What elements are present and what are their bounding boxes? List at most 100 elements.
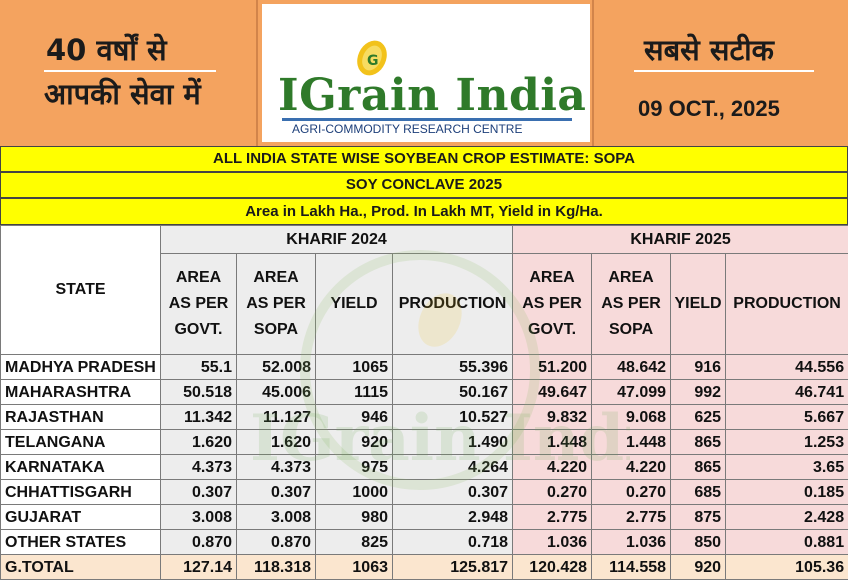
cell-2024-area-sopa: 0.870 — [237, 530, 316, 555]
cell-2025-area-sopa: 1.448 — [592, 430, 671, 455]
cell-2024-area-govt: 127.14 — [161, 555, 237, 580]
cell-2024-yield: 980 — [316, 505, 393, 530]
cell-2024-area-govt: 11.342 — [161, 405, 237, 430]
cell-2025-area-sopa: 47.099 — [592, 380, 671, 405]
col-2025-yield: YIELD — [671, 254, 726, 355]
cell-2024-production: 50.167 — [393, 380, 513, 405]
state-column-header: STATE — [1, 226, 161, 355]
cell-2025-production: 2.428 — [726, 505, 848, 530]
cell-2025-production: 46.741 — [726, 380, 848, 405]
cell-2025-yield: 685 — [671, 480, 726, 505]
units-note: Area in Lakh Ha., Prod. In Lakh MT, Yiel… — [0, 198, 848, 225]
col-2024-production: PRODUCTION — [393, 254, 513, 355]
cell-2025-area-govt: 4.220 — [513, 455, 592, 480]
cell-2025-area-sopa: 2.775 — [592, 505, 671, 530]
cell-2025-area-sopa: 0.270 — [592, 480, 671, 505]
state-name-cell: G.TOTAL — [1, 555, 161, 580]
cell-2024-area-govt: 1.620 — [161, 430, 237, 455]
state-name-cell: RAJASTHAN — [1, 405, 161, 430]
state-name-cell: MAHARASHTRA — [1, 380, 161, 405]
cell-2025-production: 0.881 — [726, 530, 848, 555]
cell-2024-yield: 1115 — [316, 380, 393, 405]
cell-2025-area-sopa: 1.036 — [592, 530, 671, 555]
cell-2024-yield: 975 — [316, 455, 393, 480]
cell-2025-yield: 992 — [671, 380, 726, 405]
cell-2025-yield: 865 — [671, 430, 726, 455]
cell-2024-area-sopa: 45.006 — [237, 380, 316, 405]
cell-2024-area-sopa: 118.318 — [237, 555, 316, 580]
banner-left-panel: 40 वर्षों से आपकी सेवा में — [0, 0, 258, 146]
cell-2025-yield: 625 — [671, 405, 726, 430]
cell-2025-yield: 920 — [671, 555, 726, 580]
state-name-cell: TELANGANA — [1, 430, 161, 455]
top-banner: 40 वर्षों से आपकी सेवा में G IGrain Indi… — [0, 0, 848, 146]
logo-underline — [282, 118, 572, 121]
cell-2025-yield: 916 — [671, 355, 726, 380]
cell-2025-area-govt: 2.775 — [513, 505, 592, 530]
cell-2025-area-sopa: 4.220 — [592, 455, 671, 480]
cell-2025-area-govt: 9.832 — [513, 405, 592, 430]
cell-2024-yield: 920 — [316, 430, 393, 455]
cell-2024-yield: 946 — [316, 405, 393, 430]
state-name-cell: MADHYA PRADESH — [1, 355, 161, 380]
col-2024-yield: YIELD — [316, 254, 393, 355]
cell-2024-area-govt: 50.518 — [161, 380, 237, 405]
group-header-row: STATE KHARIF 2024 KHARIF 2025 — [1, 226, 848, 254]
kharif-2024-header: KHARIF 2024 — [161, 226, 513, 254]
banner-left-line1: 40 वर्षों से — [46, 30, 167, 69]
cell-2025-area-govt: 120.428 — [513, 555, 592, 580]
logo-tagline: AGRI-COMMODITY RESEARCH CENTRE — [292, 122, 522, 136]
logo-wordmark: IGrain India — [278, 70, 586, 121]
cell-2024-area-sopa: 0.307 — [237, 480, 316, 505]
cell-2024-area-govt: 0.307 — [161, 480, 237, 505]
cell-2025-area-govt: 0.270 — [513, 480, 592, 505]
cell-2025-yield: 875 — [671, 505, 726, 530]
cell-2025-production: 5.667 — [726, 405, 848, 430]
cell-2024-production: 2.948 — [393, 505, 513, 530]
cell-2024-yield: 1063 — [316, 555, 393, 580]
cell-2024-production: 10.527 — [393, 405, 513, 430]
cell-2025-area-sopa: 9.068 — [592, 405, 671, 430]
banner-right-line1: सबसे सटीक — [644, 30, 774, 69]
state-name-cell: CHHATTISGARH — [1, 480, 161, 505]
banner-right-divider — [634, 70, 814, 72]
cell-2024-production: 1.490 — [393, 430, 513, 455]
cell-2025-area-sopa: 48.642 — [592, 355, 671, 380]
cell-2025-area-govt: 51.200 — [513, 355, 592, 380]
cell-2024-production: 0.307 — [393, 480, 513, 505]
cell-2025-yield: 865 — [671, 455, 726, 480]
cell-2024-area-sopa: 52.008 — [237, 355, 316, 380]
cell-2024-area-govt: 55.1 — [161, 355, 237, 380]
cell-2024-area-govt: 0.870 — [161, 530, 237, 555]
report-title: ALL INDIA STATE WISE SOYBEAN CROP ESTIMA… — [0, 146, 848, 172]
cell-2024-area-sopa: 4.373 — [237, 455, 316, 480]
kharif-2025-header: KHARIF 2025 — [513, 226, 848, 254]
cell-2025-area-sopa: 114.558 — [592, 555, 671, 580]
cell-2024-area-govt: 3.008 — [161, 505, 237, 530]
cell-2025-production: 44.556 — [726, 355, 848, 380]
cell-2024-area-sopa: 1.620 — [237, 430, 316, 455]
banner-left-line2: आपकी सेवा में — [44, 74, 201, 113]
cell-2024-area-govt: 4.373 — [161, 455, 237, 480]
cell-2024-production: 0.718 — [393, 530, 513, 555]
cell-2024-area-sopa: 11.127 — [237, 405, 316, 430]
cell-2025-production: 105.36 — [726, 555, 848, 580]
cell-2025-area-govt: 49.647 — [513, 380, 592, 405]
state-name-cell: GUJARAT — [1, 505, 161, 530]
banner-right-panel: सबसे सटीक 09 OCT., 2025 — [592, 0, 848, 146]
cell-2024-production: 125.817 — [393, 555, 513, 580]
igrain-logo: G IGrain India AGRI-COMMODITY RESEARCH C… — [262, 4, 590, 142]
